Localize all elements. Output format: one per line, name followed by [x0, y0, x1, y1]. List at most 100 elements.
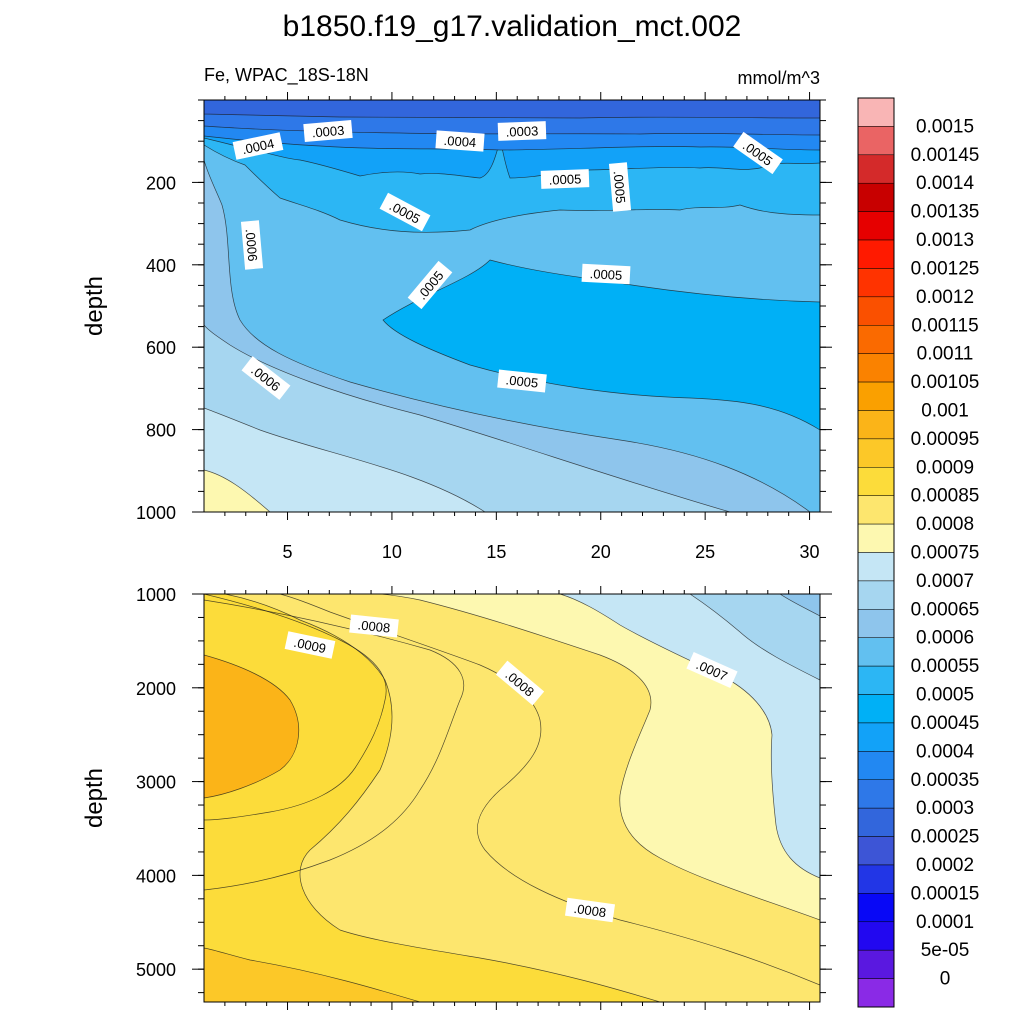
colorbar-label: 0.0013 [916, 230, 974, 251]
contour-label-text: .0003 [311, 123, 345, 141]
y-tick-label: 2000 [136, 679, 176, 699]
colorbar-swatch [857, 694, 895, 724]
contour-label: .0005 [581, 263, 631, 285]
colorbar-swatch [857, 381, 895, 411]
colorbar-swatch [857, 211, 895, 241]
colorbar-label: 0.00015 [911, 883, 980, 904]
contour-label-box [240, 220, 264, 270]
colorbar-swatch [857, 325, 895, 354]
colorbar-swatch [857, 949, 895, 979]
contour-label-box [241, 356, 291, 400]
band-0.0007 [559, 594, 820, 879]
contour-label-box [349, 614, 399, 638]
units-label: mmol/m^3 [738, 68, 820, 88]
contour-label-text: .0008 [357, 617, 391, 635]
band-0.00045 [382, 259, 820, 431]
chart-title: b1850.f19_g17.validation_mct.002 [283, 10, 742, 43]
colorbar-label: 0.0009 [916, 457, 974, 478]
contour-label-box [608, 162, 632, 212]
colorbar-swatch [857, 665, 895, 695]
band-0.0006 [779, 594, 820, 617]
contour-label-text: .0004 [241, 136, 276, 157]
colorbar-label: 0 [940, 969, 951, 990]
colorbar-label: 0.0001 [916, 912, 974, 933]
colorbar-label: 0.0004 [916, 741, 975, 762]
colorbar-label: 0.00025 [911, 827, 980, 848]
contour-label: .0004 [435, 130, 485, 152]
contour-label: .0004 [232, 132, 284, 160]
y-axis-label: depth [81, 768, 108, 828]
lower-depth-panel: .0009.0008.0008.0007.0008100020003000400… [81, 585, 832, 1010]
colorbar-swatch [857, 637, 895, 667]
colorbar-swatch [857, 722, 895, 752]
variable-label: Fe, WPAC_18S-18N [204, 65, 369, 86]
contour-label-box [435, 130, 485, 152]
colorbar-swatch [857, 126, 895, 156]
contour-label-text: .0003 [505, 123, 538, 139]
colorbar-swatch [857, 97, 895, 127]
x-tick-label: 20 [591, 542, 611, 562]
colorbar-label: 0.00085 [911, 486, 980, 507]
contour-label-box [232, 132, 284, 160]
colorbar-swatch [857, 893, 895, 923]
colorbar-swatch [857, 552, 895, 582]
colorbar-label: 0.0006 [916, 628, 974, 649]
colorbar-swatch [857, 807, 895, 837]
contour-label-box [686, 652, 738, 688]
colorbar-swatch [857, 495, 895, 525]
colorbar-label: 0.00145 [911, 145, 980, 166]
contour-label-box [303, 119, 353, 143]
plot-frame [203, 593, 821, 1003]
filled-contours [204, 100, 820, 512]
colorbar-swatch [857, 580, 895, 610]
contour-label-box [379, 192, 431, 232]
colorbar-swatch [857, 523, 895, 553]
contour-label-box [733, 131, 783, 175]
contour-label-box [284, 631, 336, 659]
colorbar-label: 0.00135 [911, 202, 980, 223]
band-0.00025 [204, 100, 820, 119]
band-0.00095 [204, 654, 300, 799]
colorbar-label: 0.0015 [916, 116, 974, 137]
colorbar-swatch [857, 438, 895, 468]
contour-label: .0008 [349, 614, 399, 638]
colorbar-swatch [857, 467, 895, 496]
contour-label: .0009 [284, 631, 336, 659]
colorbar-swatch [857, 268, 895, 298]
contour-label: .0005 [497, 369, 547, 393]
x-tick-label: 25 [695, 542, 715, 562]
colorbar-swatch [857, 836, 895, 866]
contour-label: .0003 [497, 121, 547, 141]
y-tick-label: 1000 [136, 503, 176, 523]
colorbar-frame [857, 97, 895, 1008]
contour-label-text: .0005 [611, 170, 629, 204]
colorbar-label: 0.00055 [911, 656, 980, 677]
contour-0.0009 [204, 594, 387, 821]
colorbar-label: 0.00125 [911, 258, 980, 279]
x-tick-label: 5 [283, 542, 293, 562]
contour-label-text: .0008 [573, 901, 607, 920]
colorbar-swatch [857, 154, 895, 184]
y-tick-label: 400 [146, 256, 176, 276]
colorbar: 0.0015 0.00145 0.0014 0.00135 0.0013 0.00125 0… [857, 97, 980, 1008]
colorbar-swatch [857, 296, 895, 326]
contour-label-box [540, 169, 590, 189]
band-0.00065 [689, 594, 820, 681]
y-tick-label: 800 [146, 421, 176, 441]
contour-label-text: .0005 [548, 171, 581, 187]
x-tick-label: 15 [486, 542, 506, 562]
colorbar-swatch [857, 609, 895, 638]
contour-label-box [581, 263, 631, 285]
y-tick-label: 4000 [136, 866, 176, 886]
colorbar-label: 0.00075 [911, 543, 980, 564]
contour-label-box [407, 260, 453, 310]
y-tick-label: 5000 [136, 960, 176, 980]
colorbar-label: 0.0005 [916, 685, 974, 706]
contour-label-text: .0004 [443, 133, 477, 150]
colorbar-swatch [857, 182, 895, 212]
contour-label-text: .0006 [243, 228, 261, 262]
contour-label: .0008 [564, 897, 616, 923]
contour-label-box [495, 660, 545, 706]
colorbar-label: 0.0011 [917, 344, 974, 365]
